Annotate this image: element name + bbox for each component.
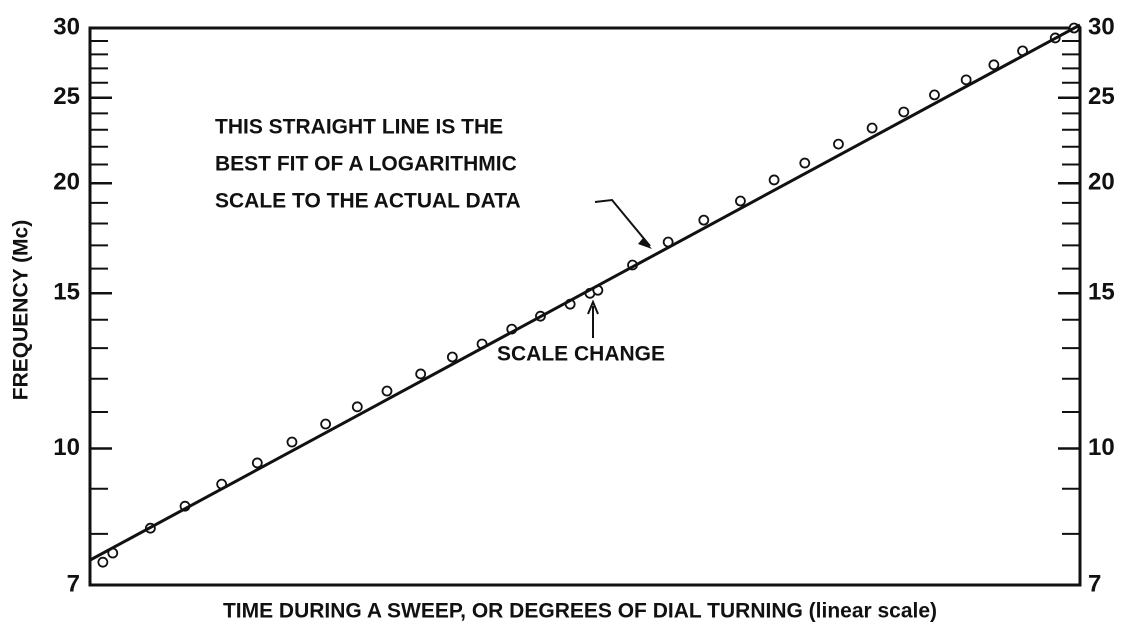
y-axis-label: FREQUENCY (Mc) [10,220,33,400]
plot-frame [88,26,1082,587]
y-tick-label: 10 [53,434,80,461]
data-point [960,74,972,86]
data-point [833,138,844,150]
data-point [768,174,780,186]
data-point [251,457,263,469]
data-point [735,195,746,207]
data-point [320,418,332,430]
data-point [97,556,109,568]
y-tick-label: 20 [53,169,80,196]
y2-tick-label: 7 [1088,570,1101,597]
y2-tick-label: 10 [1088,434,1115,461]
y-tick-label: 15 [53,279,80,306]
data-point [898,106,910,118]
data-point [988,59,1000,71]
scale-change-arrow [587,299,599,338]
data-point [415,368,427,380]
annotation: BEST FIT OF A LOGARITHMIC [215,153,517,176]
y2-tick-label: 20 [1088,169,1115,196]
y2-tick-label: 15 [1088,279,1115,306]
x-axis-label: TIME DURING A SWEEP, OR DEGREES OF DIAL … [223,600,937,623]
fit-line [89,23,1081,562]
annotation: SCALE TO THE ACTUAL DATA [215,190,521,213]
data-point [381,385,393,397]
data-point [866,122,878,134]
data-point [698,214,710,226]
data-point [929,89,940,101]
y-tick-label: 25 [53,83,80,110]
annotation-arrow [594,198,651,247]
y-tick-label: 30 [53,13,80,40]
data-point [446,351,458,363]
arrow-head [638,238,652,249]
data-point [799,157,811,169]
y-tick-label: 7 [67,570,80,597]
y2-tick-label: 30 [1088,13,1115,40]
annotation: SCALE CHANGE [497,343,665,366]
data-point [351,401,363,413]
data-point [286,436,298,448]
y2-tick-label: 25 [1088,83,1115,110]
annotation: THIS STRAIGHT LINE IS THE [215,116,503,139]
